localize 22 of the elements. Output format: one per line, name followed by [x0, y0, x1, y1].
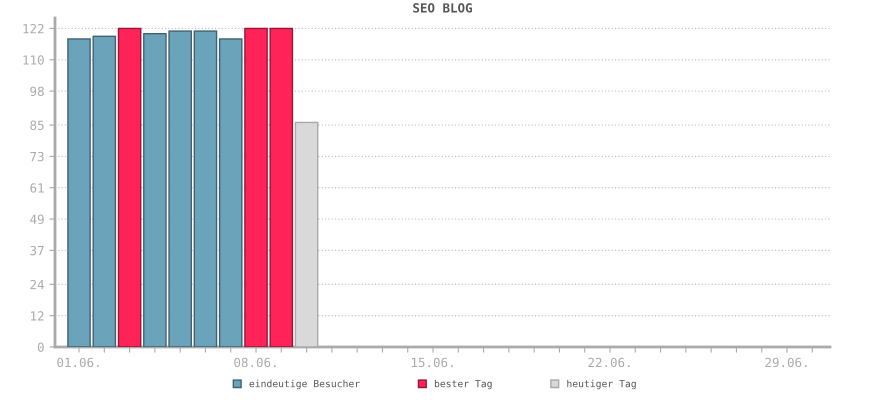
y-tick-label: 122 — [24, 24, 44, 34]
y-tick-label: 37 — [30, 246, 44, 256]
y-tick-label: 49 — [30, 214, 44, 224]
y-tick-label: 61 — [30, 183, 44, 193]
y-tick-label: 98 — [30, 86, 44, 96]
y-tick-label: 85 — [30, 120, 44, 130]
bar — [143, 32, 167, 347]
y-tick-label: 73 — [30, 152, 44, 162]
legend-label: heutiger Tag — [567, 380, 636, 390]
bar — [118, 28, 142, 347]
x-tick-label: 29.06. — [765, 358, 807, 368]
x-tick-label: 01.06. — [57, 358, 99, 368]
legend-label: bester Tag — [434, 380, 492, 390]
y-tick-label: 24 — [30, 280, 44, 290]
chart-title: SEO BLOG — [413, 3, 472, 13]
y-tick-label: 0 — [38, 342, 44, 352]
y-tick-label: 110 — [24, 55, 44, 65]
y-tick-label: 12 — [31, 311, 44, 320]
x-tick-label: 15.06. — [412, 358, 453, 368]
legend-label: eindeutige Besucher — [249, 380, 360, 390]
x-tick-label: 08.06. — [234, 358, 276, 368]
x-tick-label: 22.06. — [588, 358, 630, 368]
